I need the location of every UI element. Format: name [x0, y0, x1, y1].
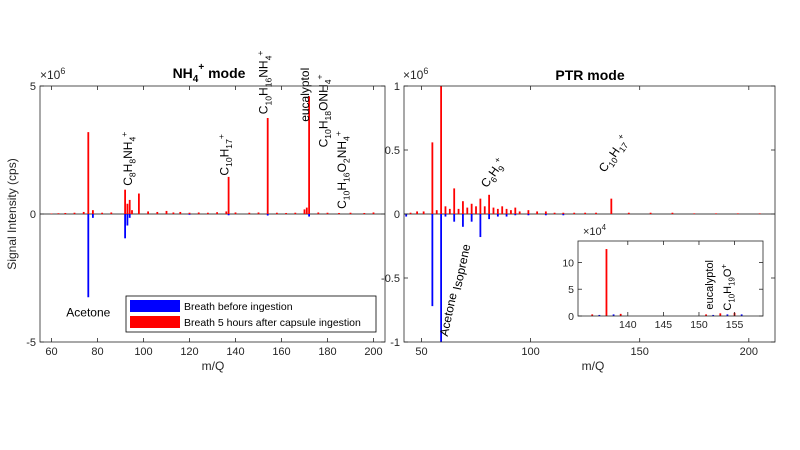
annotation-label: C6H9+ [476, 155, 509, 192]
annotation-label: C10H17+ [594, 132, 633, 177]
x-tick-label: 200 [740, 346, 758, 358]
nh4-x-label: m/Q [202, 359, 225, 373]
ptr-marks [404, 86, 775, 342]
x-tick-label: 60 [45, 346, 57, 358]
inset: ×104 eucalyptol C10H19O+ 140 145 150 155 0 5 10 [562, 223, 765, 331]
annotation-label: C10H16NH4+ [255, 51, 273, 115]
annotation-label: eucalyptol [704, 260, 716, 310]
annotation-label: C10H17+ [216, 134, 234, 176]
x-tick-label: 140 [226, 346, 244, 358]
inset-axes: 140 145 150 155 0 5 10 [562, 240, 764, 331]
annotation-label: Isoprene [450, 243, 473, 292]
legend-swatch-after [130, 316, 180, 328]
nh4-annotations: Acetone C8H8NH4+ C10H17+ C10H16NH4+ eucalypt… [66, 51, 351, 320]
ptr-x-label: m/Q [582, 359, 605, 373]
legend-label-after: Breath 5 hours after capsule ingestion [184, 317, 361, 329]
axes-frame [577, 240, 764, 317]
x-tick-label: 155 [726, 319, 744, 331]
nh4-axes: 60 80 100 120 140 160 180 200 -5 0 5 [26, 81, 386, 358]
y-tick-label: 0 [394, 209, 400, 221]
y-tick-label: -1 [390, 337, 400, 349]
inset-annotations: eucalyptol C10H19O+ [704, 260, 736, 311]
ptr-title: PTR mode [555, 67, 624, 83]
x-tick-label: 80 [91, 346, 103, 358]
annotation-label: C10H19O+ [720, 264, 737, 311]
y-tick-label: 0 [30, 209, 36, 221]
y-tick-label: 0 [568, 311, 574, 323]
y-tick-label: 1 [394, 81, 400, 93]
y-tick-label: -0.5 [381, 273, 400, 285]
annotation-label: C10H18ONH4+ [315, 74, 333, 147]
x-tick-label: 150 [631, 346, 649, 358]
annotation-label: C8H8NH4+ [119, 132, 137, 186]
annotation-label: Acetone [66, 305, 110, 319]
x-tick-label: 100 [134, 346, 152, 358]
nh4-exponent: ×106 [40, 66, 65, 82]
annotation-label: eucalyptol [298, 68, 312, 122]
nh4-marks [40, 96, 385, 298]
x-tick-label: 145 [655, 319, 673, 331]
x-tick-label: 100 [521, 346, 539, 358]
inset-background [569, 244, 765, 330]
annotation-label: C10H16O2NH4+ [333, 131, 351, 209]
ptr-exponent: ×106 [403, 66, 428, 82]
nh4-y-label: Signal Intensity (cps) [5, 158, 19, 269]
nh4-panel: ×106 NH4+ mode Signal Intensity (cps) m/… [5, 51, 386, 373]
nh4-title: NH4+ mode [173, 62, 246, 85]
x-tick-label: 150 [690, 319, 708, 331]
y-tick-label: 5 [568, 284, 574, 296]
y-tick-label: 5 [30, 81, 36, 93]
y-tick-label: 0.5 [385, 145, 400, 157]
x-tick-label: 120 [180, 346, 198, 358]
inset-exponent: ×104 [583, 223, 607, 238]
x-tick-label: 50 [415, 346, 427, 358]
y-tick-label: -5 [26, 337, 36, 349]
x-tick-label: 200 [364, 346, 382, 358]
x-tick-label: 180 [318, 346, 336, 358]
x-tick-label: 140 [619, 319, 637, 331]
legend: Breath before ingestion Breath 5 hours a… [125, 295, 377, 333]
legend-swatch-before [130, 300, 180, 312]
x-tick-label: 160 [272, 346, 290, 358]
legend-label-before: Breath before ingestion [184, 301, 293, 313]
y-tick-label: 10 [562, 257, 574, 269]
ptr-axes: 50 100 150 200-1-0.500.51 [381, 81, 776, 358]
